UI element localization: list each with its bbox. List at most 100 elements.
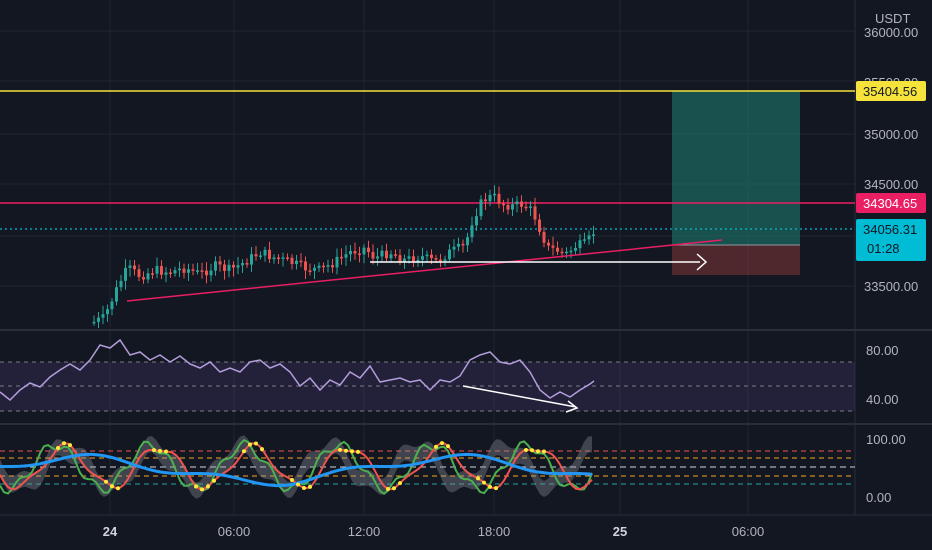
candle-body bbox=[551, 245, 555, 248]
candle-body bbox=[101, 314, 105, 318]
price-axis[interactable]: USDT 36000.00 35500.00 35000.00 34500.00… bbox=[856, 11, 926, 505]
osc-signal-dot bbox=[524, 448, 528, 452]
osc-signal-dot bbox=[392, 486, 396, 491]
candle-body bbox=[452, 246, 456, 250]
osc-signal-dot bbox=[488, 484, 492, 489]
candle-body bbox=[592, 234, 595, 236]
candle-body bbox=[133, 265, 136, 270]
candle-body bbox=[434, 258, 438, 260]
candle-body bbox=[385, 250, 388, 259]
rsi-divergence-arrow[interactable] bbox=[462, 385, 577, 408]
target-price-value: 35404.56 bbox=[863, 84, 917, 99]
ascending-trendline[interactable] bbox=[126, 239, 723, 302]
candle-body bbox=[358, 253, 361, 256]
candle-body bbox=[560, 251, 564, 254]
candle-body bbox=[151, 273, 154, 275]
candle-body bbox=[583, 239, 586, 241]
price-tick: 34500.00 bbox=[864, 177, 918, 192]
candle-body bbox=[106, 309, 109, 315]
oscillator-series[interactable] bbox=[0, 435, 593, 499]
candle-body bbox=[538, 219, 541, 232]
candle-body bbox=[277, 257, 280, 260]
osc-signal-dot bbox=[242, 449, 246, 454]
candle-body bbox=[191, 269, 195, 271]
candle-body bbox=[124, 267, 127, 281]
candle-body bbox=[376, 256, 379, 259]
osc-signal-dot bbox=[530, 448, 534, 453]
long-position-profit-zone[interactable] bbox=[672, 91, 800, 245]
candle-body bbox=[295, 260, 298, 265]
osc-trend-line bbox=[0, 452, 593, 488]
candle-body bbox=[178, 268, 181, 271]
price-tick: 33500.00 bbox=[864, 279, 918, 294]
candle-body bbox=[389, 254, 393, 259]
candle-body bbox=[281, 257, 285, 259]
rsi-tick: 40.00 bbox=[866, 392, 899, 407]
candle-body bbox=[587, 235, 591, 240]
time-tick: 24 bbox=[103, 524, 118, 539]
candle-body bbox=[97, 317, 100, 322]
candle-body bbox=[245, 263, 249, 265]
candle-body bbox=[574, 248, 577, 251]
candle-body bbox=[380, 250, 384, 257]
candle-body bbox=[407, 256, 411, 259]
osc-signal-dot bbox=[206, 484, 210, 489]
candlestick-series[interactable] bbox=[92, 185, 596, 328]
candle-body bbox=[439, 259, 442, 262]
osc-tick: 0.00 bbox=[866, 490, 891, 505]
osc-signal-dot bbox=[536, 449, 540, 454]
candle-body bbox=[421, 256, 424, 260]
candle-body bbox=[430, 254, 433, 259]
candle-body bbox=[223, 264, 226, 271]
candle-body bbox=[466, 237, 469, 246]
resistance-price-tag bbox=[856, 193, 926, 213]
candle-body bbox=[322, 265, 325, 268]
time-tick: 12:00 bbox=[348, 524, 381, 539]
osc-signal-dot bbox=[110, 484, 114, 489]
candle-body bbox=[497, 193, 501, 204]
osc-signal-dot bbox=[344, 448, 348, 453]
osc-signal-dot bbox=[350, 449, 354, 454]
candle-body bbox=[232, 264, 235, 268]
osc-signal-dot bbox=[476, 476, 480, 481]
rsi-line[interactable] bbox=[0, 338, 595, 402]
candle-body bbox=[268, 249, 271, 260]
candle-body bbox=[335, 256, 339, 268]
candle-body bbox=[353, 251, 357, 254]
candle-body bbox=[164, 272, 168, 275]
candle-body bbox=[241, 263, 244, 266]
long-position-loss-zone[interactable] bbox=[672, 245, 800, 275]
time-tick: 06:00 bbox=[732, 524, 765, 539]
candle-body bbox=[173, 270, 177, 274]
candle-body bbox=[547, 242, 550, 246]
candle-body bbox=[515, 201, 519, 205]
candle-body bbox=[403, 258, 406, 262]
candle-body bbox=[331, 265, 334, 268]
osc-signal-dot bbox=[164, 449, 168, 454]
time-axis[interactable]: 24 06:00 12:00 18:00 25 06:00 bbox=[103, 524, 765, 539]
candle-body bbox=[214, 261, 217, 271]
candle-body bbox=[529, 206, 532, 208]
candle-body bbox=[470, 225, 474, 238]
osc-signal-dot bbox=[308, 484, 312, 489]
candle-body bbox=[187, 269, 190, 273]
osc-tick: 100.00 bbox=[866, 432, 906, 447]
candle-body bbox=[520, 201, 523, 207]
candle-body bbox=[506, 204, 510, 210]
candle-body bbox=[340, 256, 343, 259]
candle-body bbox=[317, 265, 321, 268]
osc-signal-dot bbox=[158, 449, 162, 453]
candle-body bbox=[254, 254, 258, 257]
candle-body bbox=[218, 261, 222, 265]
support-arrow-head-icon bbox=[696, 253, 708, 271]
candle-body bbox=[461, 243, 465, 246]
candle-body bbox=[259, 255, 262, 258]
chart-grid bbox=[0, 0, 855, 515]
osc-signal-dot bbox=[254, 441, 258, 446]
osc-signal-dot bbox=[542, 449, 546, 454]
resistance-price-value: 34304.65 bbox=[863, 196, 917, 211]
candle-body bbox=[488, 194, 492, 202]
candle-body bbox=[475, 216, 478, 226]
